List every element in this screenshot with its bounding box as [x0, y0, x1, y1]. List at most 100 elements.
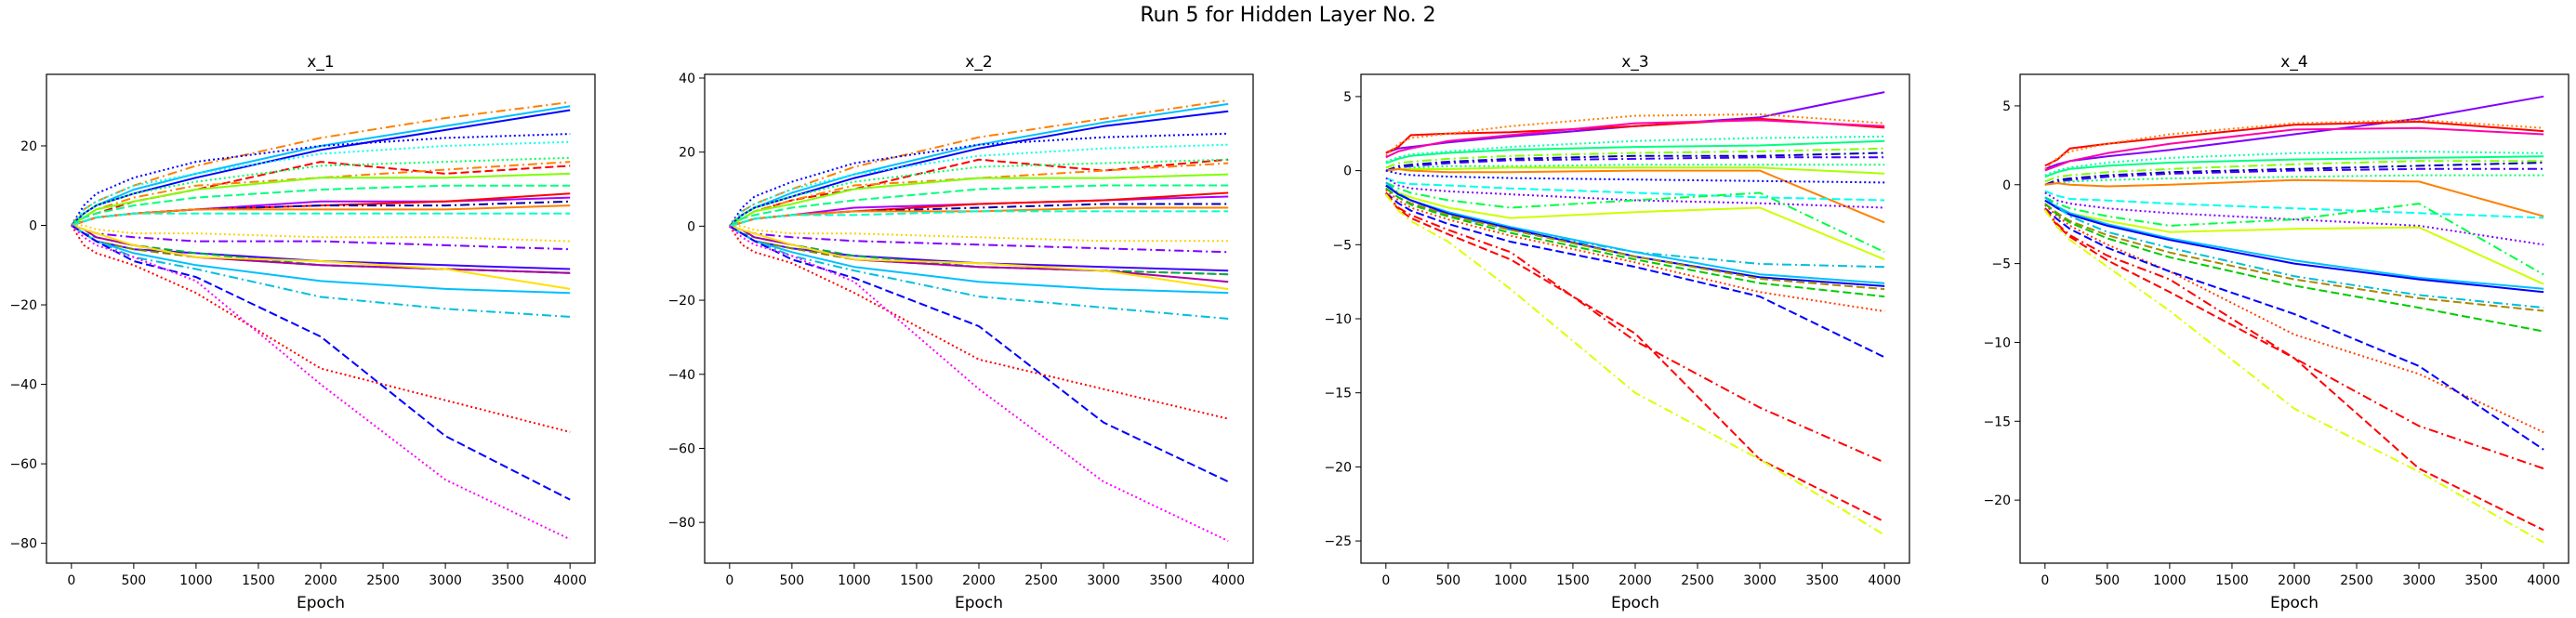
series-line-26: [1385, 193, 1885, 523]
series-line-5: [2044, 155, 2544, 178]
series-line-1: [71, 100, 571, 227]
x-tick-label: 1000: [1494, 573, 1527, 588]
x-axis-label: Epoch: [955, 594, 1003, 612]
y-tick-label: −40: [667, 368, 695, 383]
series-line-5: [71, 140, 571, 227]
y-tick-label: −60: [9, 457, 37, 472]
series-line-8: [2044, 162, 2544, 186]
x-tick-label: 3000: [1743, 573, 1777, 588]
series-line-17: [729, 225, 1229, 254]
x-axis-label: Epoch: [2270, 594, 2318, 612]
series-line-7: [1385, 147, 1885, 169]
y-tick-label: −20: [9, 298, 37, 313]
x-tick-label: 2500: [366, 573, 400, 588]
x-tick-label: 3500: [2464, 573, 2498, 588]
y-tick-label: 5: [2002, 99, 2011, 114]
x-tick-label: 1000: [2153, 573, 2186, 588]
series-line-11: [71, 196, 571, 227]
x-tick-label: 1500: [1556, 573, 1590, 588]
x-tick-label: 0: [2041, 573, 2049, 588]
series-group: [1385, 91, 1885, 536]
series-line-14: [1385, 177, 1885, 202]
series-line-22: [71, 224, 571, 290]
x-axis-label: Epoch: [1611, 594, 1659, 612]
x-tick-label: 3000: [429, 573, 462, 588]
y-tick-label: −5: [1991, 257, 2011, 272]
y-tick-label: −10: [1983, 335, 2011, 350]
x-tick-label: 0: [1381, 573, 1390, 588]
series-line-15: [729, 210, 1229, 228]
series-group: [728, 99, 1229, 543]
chart-panel-x_3: 0 500 1000 1500 2000 2500 3000 3500 4000 −25 −20 −1…: [1324, 53, 1910, 612]
series-line-25: [1385, 191, 1885, 464]
series-line-23: [1385, 189, 1885, 312]
series-line-3: [1385, 113, 1885, 157]
x-tick-label: 3500: [1805, 573, 1839, 588]
series-line-19: [2044, 203, 2544, 312]
x-tick-label: 2000: [304, 573, 337, 588]
x-tick-label: 1000: [179, 573, 213, 588]
x-tick-label: 4000: [1211, 573, 1245, 588]
series-line-16: [2044, 199, 2544, 290]
series-line-1: [1385, 91, 1885, 154]
y-tick-label: −10: [1324, 312, 1352, 327]
series-line-24: [2044, 209, 2544, 532]
series-line-16: [729, 225, 1229, 243]
x-tick-label: 2000: [2278, 573, 2311, 588]
series-line-17: [1385, 184, 1885, 261]
series-line-4: [1385, 119, 1885, 159]
series-line-4: [728, 132, 1229, 227]
series-group: [2043, 95, 2544, 544]
series-line-12: [1385, 168, 1885, 224]
series-line-16: [71, 224, 571, 243]
series-line-3: [729, 110, 1229, 228]
series-line-22: [1385, 187, 1885, 298]
y-tick-label: 5: [1343, 90, 1352, 105]
x-tick-label: 500: [779, 573, 804, 588]
x-tick-label: 3500: [491, 573, 524, 588]
x-tick-label: 1000: [838, 573, 871, 588]
y-tick-label: −5: [1332, 238, 1352, 253]
x-tick-label: 500: [121, 573, 146, 588]
x-tick-label: 500: [1435, 573, 1460, 588]
series-line-18: [1385, 181, 1885, 269]
x-tick-label: 1500: [2215, 573, 2249, 588]
series-line-12: [2044, 190, 2544, 219]
x-tick-label: 3000: [2402, 573, 2436, 588]
x-tick-label: 2500: [1024, 573, 1058, 588]
series-line-26: [729, 225, 1229, 483]
chart-panel-x_2: 0 500 1000 1500 2000 2500 3000 3500 4000 −80 −60 −4…: [667, 53, 1254, 612]
series-line-22: [729, 225, 1229, 291]
x-tick-label: 4000: [553, 573, 587, 588]
x-tick-label: 2000: [1618, 573, 1652, 588]
series-line-4: [2044, 126, 2544, 172]
series-group: [70, 100, 571, 541]
series-line-6: [71, 161, 571, 227]
series-line-21: [2044, 204, 2544, 434]
x-tick-label: 1500: [900, 573, 933, 588]
x-tick-label: 0: [725, 573, 733, 588]
series-line-5: [729, 143, 1229, 228]
series-line-9: [729, 173, 1229, 228]
chart-panel-x_4: 0 500 1000 1500 2000 2500 3000 3500 4000 −20 −15 −1…: [1983, 53, 2569, 612]
series-line-27: [729, 225, 1229, 543]
chart-title: x_4: [2280, 53, 2307, 72]
x-tick-label: 4000: [1868, 573, 1901, 588]
x-tick-label: 2500: [1681, 573, 1714, 588]
series-line-26: [71, 224, 571, 501]
chart-panel-x_1: 0 500 1000 1500 2000 2500 3000 3500 4000 −80 −60 −4…: [9, 53, 596, 612]
series-line-27: [71, 224, 571, 541]
x-axis-label: Epoch: [297, 594, 345, 612]
series-line-10: [729, 184, 1229, 228]
y-tick-label: −20: [667, 294, 695, 309]
figure-title: Run 5 for Hidden Layer No. 2: [1140, 4, 1436, 27]
y-tick-label: 0: [29, 219, 37, 234]
y-tick-label: 0: [687, 219, 695, 234]
y-tick-label: −40: [9, 378, 37, 393]
series-line-1: [729, 99, 1229, 228]
series-line-14: [71, 204, 571, 227]
series-line-20: [2044, 203, 2544, 333]
x-tick-label: 500: [2094, 573, 2120, 588]
y-tick-label: −80: [667, 516, 695, 531]
chart-title: x_1: [307, 53, 334, 72]
